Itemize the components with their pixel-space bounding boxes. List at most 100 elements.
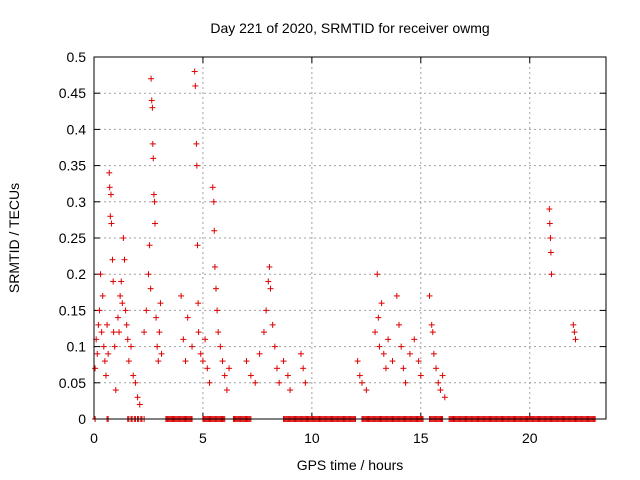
data-point <box>439 372 446 379</box>
data-point <box>122 307 129 314</box>
data-points <box>92 68 599 422</box>
data-point <box>276 379 283 386</box>
data-point <box>206 379 213 386</box>
data-point <box>393 292 400 299</box>
y-tick-label: 0.35 <box>59 158 86 174</box>
data-point <box>107 213 114 220</box>
data-point <box>269 321 276 328</box>
data-point <box>271 343 278 350</box>
data-point <box>215 329 222 336</box>
y-tick-label: 0 <box>78 411 86 427</box>
data-point <box>192 82 199 89</box>
data-point <box>98 329 105 336</box>
data-point <box>104 321 111 328</box>
data-point <box>214 307 221 314</box>
data-point <box>211 227 218 234</box>
data-point <box>267 285 274 292</box>
data-point <box>123 321 130 328</box>
data-point <box>97 271 104 278</box>
data-point <box>147 285 154 292</box>
y-tick-label: 0.15 <box>59 302 86 318</box>
data-point <box>148 75 155 82</box>
y-axis-label: SRMTID / TECUs <box>6 183 22 293</box>
data-point <box>375 314 382 321</box>
data-point <box>374 271 381 278</box>
data-point <box>150 155 157 162</box>
data-point <box>547 235 554 241</box>
y-tick-label: 0.1 <box>67 339 87 355</box>
data-point <box>157 300 164 307</box>
data-point <box>202 336 209 343</box>
data-point <box>213 285 220 292</box>
data-point <box>571 329 578 336</box>
data-point <box>300 365 307 372</box>
data-point <box>429 329 436 336</box>
data-point <box>441 394 448 401</box>
data-point <box>260 329 267 336</box>
data-point <box>219 358 226 365</box>
chart-title: Day 221 of 2020, SRMTID for receiver owm… <box>210 20 489 36</box>
data-point <box>265 278 272 285</box>
data-point <box>95 321 102 328</box>
x-tick-label: 5 <box>199 430 207 446</box>
data-point <box>132 379 139 386</box>
x-tick-label: 20 <box>522 430 538 446</box>
data-point <box>274 365 281 372</box>
data-point <box>287 387 294 394</box>
data-point <box>110 329 117 336</box>
data-point <box>102 372 109 379</box>
data-point <box>184 314 191 321</box>
data-point <box>156 329 163 336</box>
data-point <box>280 358 287 365</box>
data-point <box>435 379 442 386</box>
data-point <box>118 278 125 285</box>
data-point <box>92 365 99 372</box>
data-point <box>191 68 198 75</box>
data-point <box>128 343 135 350</box>
data-point <box>149 104 156 111</box>
data-point <box>385 336 392 343</box>
data-point <box>356 372 363 379</box>
data-point <box>572 336 579 343</box>
grid-lines <box>94 57 606 419</box>
data-point <box>546 206 553 213</box>
data-point <box>130 372 137 379</box>
data-point <box>149 140 156 147</box>
data-point <box>548 271 555 278</box>
data-point <box>226 365 233 372</box>
data-point <box>415 358 422 365</box>
data-point <box>153 314 160 321</box>
data-point <box>195 300 202 307</box>
data-point <box>141 329 148 336</box>
data-point <box>151 198 158 205</box>
data-point <box>145 271 152 278</box>
data-point <box>116 329 123 336</box>
data-point <box>426 292 433 299</box>
data-point <box>378 300 385 307</box>
data-point <box>284 372 291 379</box>
data-point <box>99 292 106 299</box>
data-point <box>120 235 127 241</box>
data-point <box>417 372 424 379</box>
data-point <box>100 343 107 350</box>
data-point <box>110 278 117 285</box>
data-point <box>252 379 259 386</box>
data-point <box>194 242 201 249</box>
data-point <box>189 343 196 350</box>
data-point <box>389 358 396 365</box>
data-point <box>256 350 263 357</box>
data-point <box>111 343 118 350</box>
data-point <box>546 220 553 227</box>
data-point <box>437 387 444 394</box>
data-point <box>119 300 126 307</box>
data-point <box>398 343 405 350</box>
data-point <box>154 343 161 350</box>
data-point <box>94 350 101 357</box>
data-point <box>109 256 116 263</box>
data-point <box>247 372 254 379</box>
data-point <box>106 169 113 176</box>
data-point <box>433 365 440 372</box>
data-point <box>158 350 165 357</box>
data-point <box>152 220 159 227</box>
